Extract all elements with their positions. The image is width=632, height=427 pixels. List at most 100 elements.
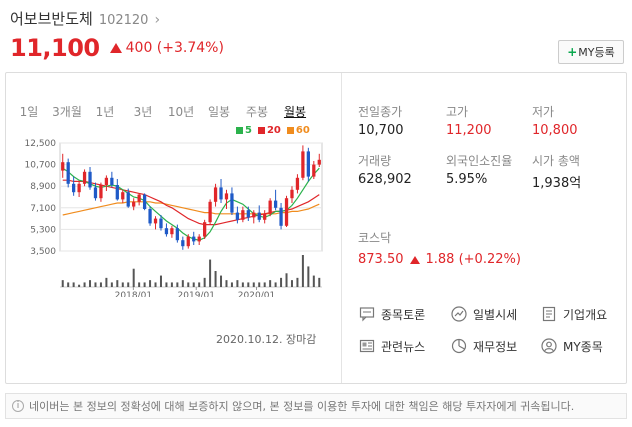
volume-bar [116,280,119,287]
volume-bar [83,282,86,287]
y-tick-label: 5,300 [30,225,56,235]
up-arrow-icon [109,43,122,53]
document-icon [540,305,558,323]
stock-code: 102120 [98,13,149,28]
volume-bar [132,268,135,287]
volume-bar [72,282,75,287]
kosdaq-value: 873.50 [358,252,404,267]
link-document[interactable]: 기업개요 [540,305,630,323]
tab-0[interactable]: 1일 [19,105,39,119]
candle-body [82,171,87,184]
candle-body [197,236,201,242]
candle-body [235,212,240,220]
link-user[interactable]: MY종목 [540,337,630,355]
candle-body [219,187,223,200]
volume-bar [241,282,244,287]
volume-bar [192,282,195,287]
chevron-right-icon[interactable]: › [154,12,161,28]
my-register-button[interactable]: + MY등록 [558,40,624,64]
volume-bar [236,280,239,287]
trend-icon [450,305,468,323]
volume-bar [187,282,190,287]
chart-svg: 12,500 10,700 8,900 7,100 5,300 3,500 2018/01 2… [25,139,323,301]
stock-title[interactable]: 어보브반도체 102120 › [10,8,160,29]
candle-body [99,185,103,199]
x-tick-label: 2019/01 [178,291,215,297]
tab-7[interactable]: 월봉 [283,105,307,119]
kosdaq-label: 코스닥 [358,231,392,245]
tab-3[interactable]: 3년 [133,105,153,119]
tab-1[interactable]: 3개월 [52,105,82,119]
candle-body [301,151,305,178]
info-label: 거래량 [358,154,392,168]
tab-4[interactable]: 10년 [167,105,195,119]
chat-icon [358,305,376,323]
candle-body [312,164,316,177]
volume-bar [307,266,310,287]
y-tick-label: 8,900 [30,182,56,192]
y-tick-label: 7,100 [30,204,56,214]
my-register-label: MY등록 [578,46,615,59]
stock-name[interactable]: 어보브반도체 [10,10,93,28]
plot-area [59,142,323,252]
tab-6[interactable]: 주봉 [245,105,269,119]
candle-body [77,183,81,193]
volume-bar [78,284,81,287]
link-label: 종목토론 [381,307,426,322]
pie-chart-icon [450,337,468,355]
volume-bar [203,277,206,287]
volume-bar [181,280,184,287]
candle-body [252,212,256,218]
legend-swatch [286,127,294,134]
volume-bar [99,282,102,287]
disclaimer-text: 네이버는 본 정보의 정확성에 대해 보증하지 않으며, 본 정보를 이용한 투… [29,400,575,413]
candle-body [208,201,212,223]
link-chat[interactable]: 종목토론 [358,305,450,323]
tab-2[interactable]: 1년 [95,105,115,119]
info-value: 10,700 [358,123,404,138]
volume-bar [280,277,283,287]
link-trend[interactable]: 일별시세 [450,305,540,323]
stock-chart[interactable]: 12,500 10,700 8,900 7,100 5,300 3,500 2018/01 2… [6,137,341,301]
link-label: MY종목 [563,339,603,354]
volume-bar [121,282,124,287]
volume-bar [258,282,261,287]
y-tick-label: 10,700 [25,161,57,171]
candle-body [192,236,196,242]
divider [341,73,342,383]
candle-body [317,159,321,165]
current-price: 11,100 [10,34,100,62]
volume-bar [214,271,217,287]
link-label: 관련뉴스 [381,339,426,354]
volume-bar [290,280,293,287]
info-label: 저가 [532,105,555,119]
link-label: 재무정보 [473,339,518,354]
candle-body [175,228,179,241]
volume-bar [149,280,152,287]
volume-bar [252,282,255,287]
kosdaq-values: 873.50 1.88 (+0.22%) [358,252,521,267]
candle-body [230,193,234,213]
candle-body [295,177,300,190]
link-news[interactable]: 관련뉴스 [358,337,450,355]
disclaimer: i 네이버는 본 정보의 정확성에 대해 보증하지 않으며, 본 정보를 이용한… [5,393,627,419]
candle-body [186,236,190,247]
volume-bar [220,275,223,287]
tab-5[interactable]: 일봉 [207,105,231,119]
info-value: 10,800 [532,123,578,138]
candle-body [181,240,185,247]
candle-body [104,177,109,185]
kosdaq-change: 1.88 (+0.22%) [425,252,521,267]
info-value: 11,200 [446,123,492,138]
y-tick-label: 12,500 [25,139,57,149]
volume-bar [143,282,146,287]
chart-legend: 5 20 60 [236,125,310,136]
candle-body [263,213,267,220]
link-pie-chart[interactable]: 재무정보 [450,337,540,355]
plus-icon: + [567,45,578,59]
date-note: 2020.10.12. 장마감 [216,333,317,346]
candle-body [241,210,245,220]
y-tick-label: 3,500 [30,247,56,257]
info-value: 5.95% [446,172,488,187]
